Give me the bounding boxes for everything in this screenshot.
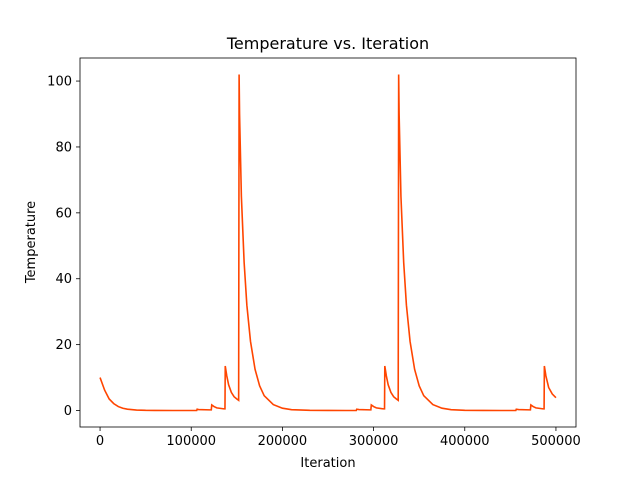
temperature-series-line: [99, 74, 557, 412]
y-tick-label: 40: [55, 272, 72, 287]
y-tick-label: 20: [55, 338, 72, 353]
plot-area: 0 100000 200000 300000 400000 500000 0 20 40 60 80…: [47, 57, 581, 449]
x-tick-label: 400000: [440, 434, 490, 449]
y-tick-label: 80: [55, 140, 72, 155]
x-tick-label: 0: [96, 434, 104, 449]
y-axis-title: Temperature: [24, 201, 39, 284]
y-tick-label: 100: [47, 75, 72, 90]
x-tick-label: 200000: [258, 434, 308, 449]
y-tick-label: 0: [64, 404, 72, 419]
x-tick-label: 500000: [531, 434, 581, 449]
x-axis-title: Iteration: [300, 456, 355, 471]
x-tick-label: 100000: [166, 434, 216, 449]
plot-frame: [79, 57, 577, 428]
chart-title: Temperature vs. Iteration: [226, 34, 429, 53]
y-tick-label: 60: [55, 206, 72, 221]
x-tick-label: 300000: [349, 434, 399, 449]
